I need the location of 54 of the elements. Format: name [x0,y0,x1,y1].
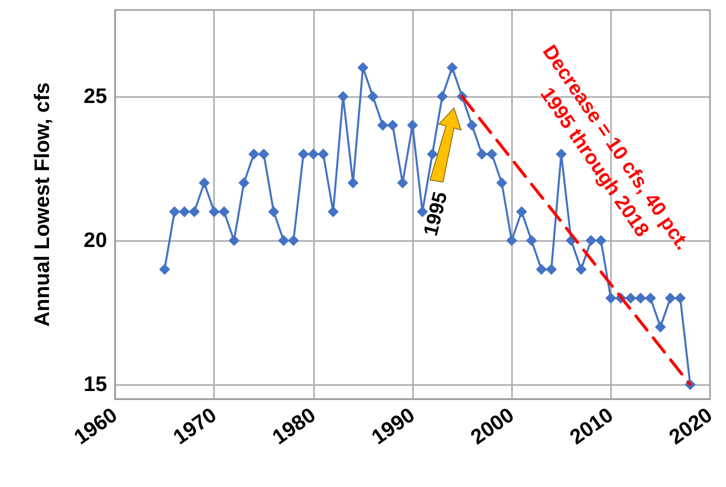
point [367,90,378,102]
point [586,235,596,246]
point [278,235,290,246]
point [506,235,518,246]
point [625,292,636,304]
point [238,177,250,188]
point [605,292,616,304]
point [318,148,329,160]
point [288,235,299,246]
point [169,206,180,218]
point [357,62,368,74]
point [674,292,686,304]
point [407,120,418,131]
point [556,148,567,160]
annotation: 1995 [420,190,452,238]
point [436,90,448,102]
point [178,206,190,218]
point [198,177,210,188]
y-axis-title: Annual Lowest Flow, cfs [31,82,54,327]
point [654,321,666,332]
point [397,177,408,188]
point [348,177,358,188]
point [635,292,646,304]
point [228,235,240,246]
point [486,148,498,160]
point [476,148,488,160]
point [328,206,339,218]
point [308,148,319,160]
point [338,90,349,102]
point [526,235,537,246]
point [188,206,200,218]
point [446,62,458,74]
point [516,206,528,218]
point [576,264,587,275]
point [426,148,438,160]
y-tick-label: 15 [84,373,108,396]
point [248,148,260,160]
point [208,206,220,218]
point [377,120,388,131]
point [664,292,676,304]
point [268,206,280,218]
point [159,264,170,275]
point [466,120,478,131]
y-tick-label: 25 [84,84,108,108]
y-tick-label: 20 [84,229,107,252]
point [218,206,230,218]
point [258,148,270,160]
point [496,177,508,188]
point [536,264,547,275]
point [298,148,309,160]
point [645,292,656,304]
point [595,235,606,246]
point [546,264,557,275]
point [387,120,398,131]
